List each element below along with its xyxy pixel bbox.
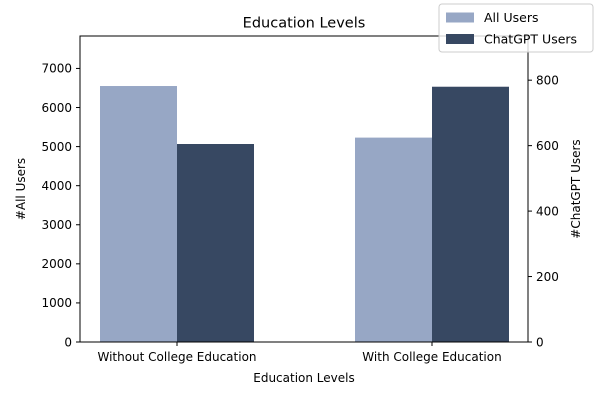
right-tick-label: 400: [536, 204, 559, 218]
left-tick-label: 3000: [41, 218, 72, 232]
right-tick-label: 600: [536, 139, 559, 153]
left-tick-label: 0: [64, 335, 72, 349]
x-tick-label: Without College Education: [97, 350, 256, 364]
legend-frame: [438, 3, 594, 53]
legend: All Users ChatGPT Users: [438, 3, 594, 53]
right-tick-label: 800: [536, 73, 559, 87]
legend-swatch-all-users: [446, 12, 474, 23]
left-y-axis-label: #All Users: [14, 158, 28, 220]
right-tick-label: 0: [536, 335, 544, 349]
x-axis-label: Education Levels: [253, 371, 354, 385]
plot-frame: [79, 35, 529, 343]
left-tick-label: 6000: [41, 101, 72, 115]
legend-label-all-users: All Users: [484, 10, 538, 25]
right-tick-label: 200: [536, 270, 559, 284]
bar-chatgpt-users-1: [177, 144, 254, 342]
left-tick-label: 1000: [41, 296, 72, 310]
left-tick-label: 5000: [41, 140, 72, 154]
left-tick-label: 2000: [41, 257, 72, 271]
left-tick-label: 4000: [41, 179, 72, 193]
bars-group: [100, 86, 509, 343]
x-tick-label: With College Education: [362, 350, 501, 364]
right-y-axis-label: #ChatGPT Users: [569, 139, 583, 238]
left-axis-ticks: 0 1000 2000 3000 4000 5000 6000 7000: [41, 62, 80, 349]
chart-title: Education Levels: [243, 16, 366, 32]
right-axis-ticks: 0 200 400 600 800: [528, 73, 559, 349]
left-tick-label: 7000: [41, 62, 72, 76]
legend-swatch-chatgpt-users: [446, 34, 474, 44]
x-axis-ticks: Without College Education With College Ed…: [97, 342, 502, 364]
legend-label-chatgpt-users: ChatGPT Users: [484, 32, 577, 47]
bar-all-users-1: [100, 86, 177, 343]
bar-all-users-2: [355, 137, 432, 342]
bar-chatgpt-users-2: [432, 86, 509, 343]
